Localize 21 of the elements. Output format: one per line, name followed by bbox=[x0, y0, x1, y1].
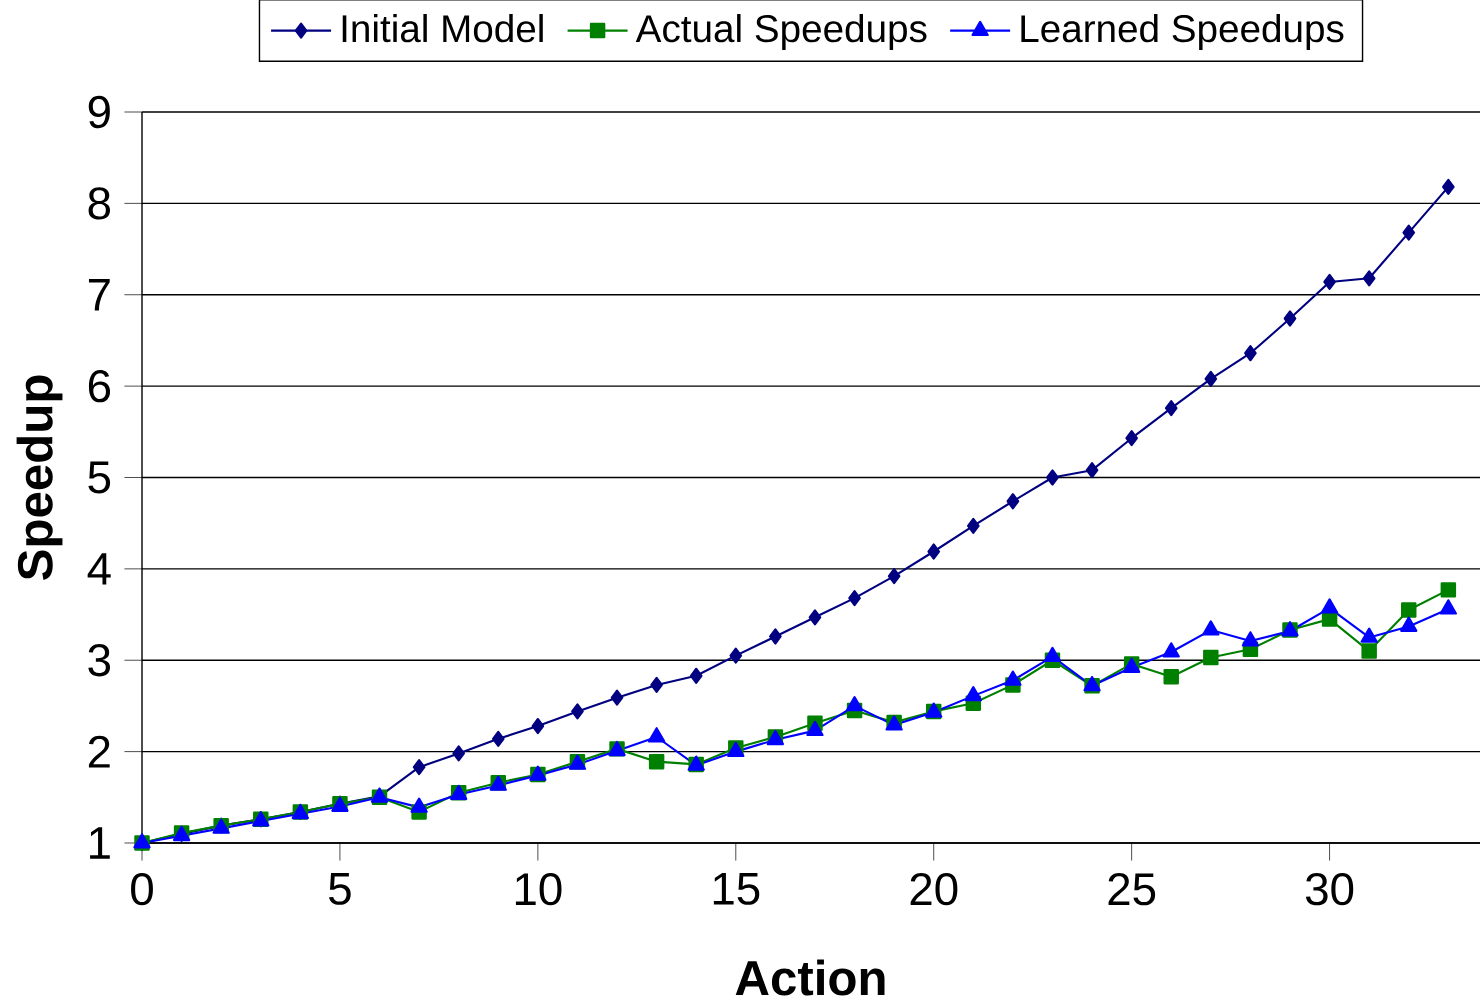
legend-label: Actual Speedups bbox=[635, 13, 927, 50]
y-tick-label: 4 bbox=[87, 553, 111, 585]
x-tick-label: 10 bbox=[515, 872, 562, 906]
x-tick-label: 15 bbox=[713, 872, 760, 905]
x-tick-label: 0 bbox=[131, 872, 153, 906]
legend-label: Learned Speedups bbox=[1021, 13, 1344, 50]
y-tick-label: 1 bbox=[90, 827, 110, 859]
x-tick-label: 25 bbox=[1108, 872, 1156, 906]
y-tick-label: 2 bbox=[88, 735, 110, 768]
x-tick-label: 20 bbox=[910, 872, 958, 906]
x-tick-label: 5 bbox=[329, 872, 351, 905]
x-tick-label: 30 bbox=[1305, 872, 1354, 906]
y-tick-label: 8 bbox=[88, 187, 111, 220]
legend-label: Initial Model bbox=[342, 13, 543, 43]
x-axis-title: Action bbox=[735, 959, 885, 996]
y-tick-label: 9 bbox=[88, 95, 110, 129]
y-tick-label: 5 bbox=[88, 461, 111, 494]
y-tick-label: 6 bbox=[88, 369, 111, 403]
y-tick-label: 7 bbox=[88, 279, 110, 311]
y-tick-label: 3 bbox=[88, 644, 111, 677]
y-axis-title: Speedup bbox=[16, 375, 63, 580]
